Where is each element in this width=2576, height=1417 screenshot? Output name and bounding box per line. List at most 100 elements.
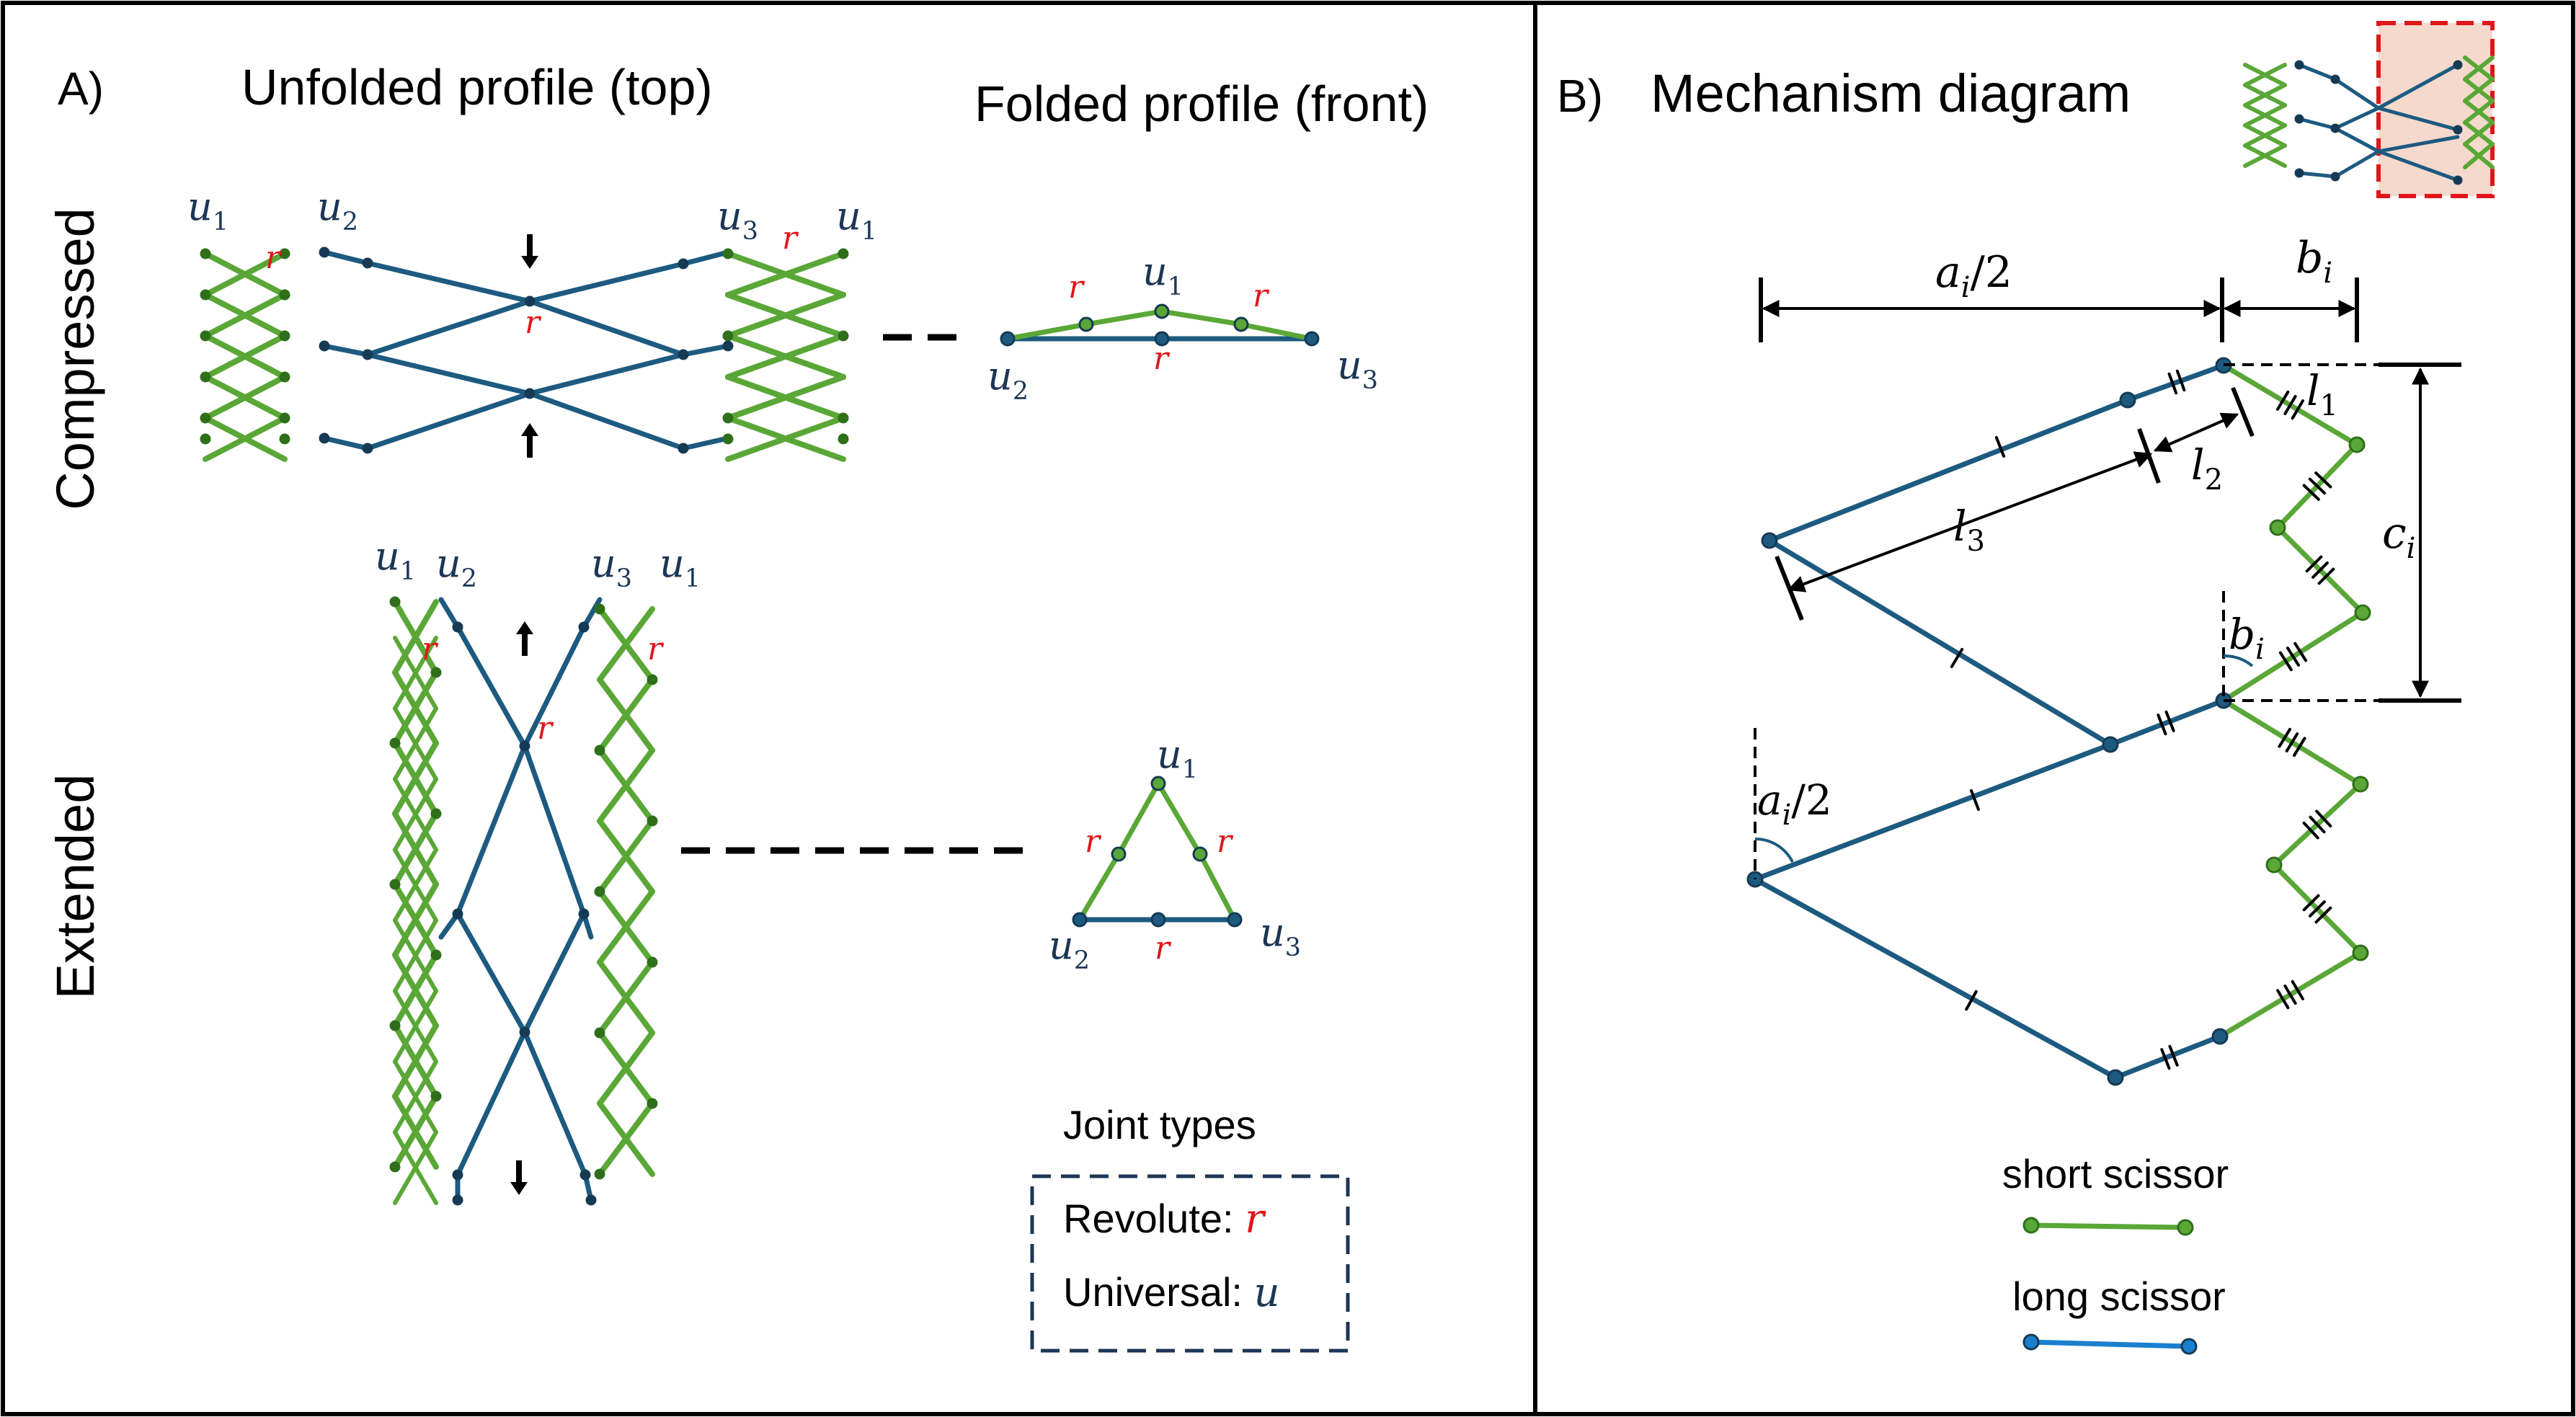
joint: [279, 433, 290, 445]
thumb-green-link: [2243, 123, 2287, 148]
joint: [279, 330, 290, 342]
angle-a-arc: [1754, 837, 1794, 863]
label-u1: u1: [375, 533, 416, 586]
tick-triple: [2283, 984, 2297, 1005]
tick-triple: [2293, 641, 2308, 662]
joint: [362, 349, 373, 360]
thumb-blue-link: [2297, 117, 2337, 130]
label-u2: u2: [1049, 923, 1090, 975]
extend-arrow-down: [510, 1160, 528, 1195]
tick-triple: [2291, 980, 2304, 1000]
joint: [594, 886, 605, 897]
green-link: [203, 292, 288, 339]
blue-link: [680, 249, 731, 267]
joint: [519, 740, 530, 752]
green-link: [1197, 851, 1238, 923]
long-scissor-sample-line: [2028, 1339, 2192, 1349]
green-link: [597, 1030, 655, 1106]
joint: [578, 621, 590, 633]
label-u2: u2: [317, 184, 358, 236]
tick-triple: [2283, 394, 2297, 416]
mechanism-thumbnail: [2243, 21, 2495, 198]
thumb-green-link: [2243, 63, 2287, 87]
label-u3: u3: [1337, 342, 1378, 395]
mechanism-diagram-title: Mechanism diagram: [1651, 63, 2131, 123]
tick-double: [2160, 1048, 2171, 1070]
joint-u2: [1072, 912, 1088, 928]
tick-double: [2168, 1044, 2179, 1067]
thumb-blue-link: [2333, 149, 2381, 179]
green-link: [1159, 308, 1244, 327]
legend-short-scissor: short scissor: [2002, 1151, 2229, 1196]
blue-link: [522, 911, 587, 1035]
mechanism-linkage: [1746, 357, 2371, 1086]
blue-link: [455, 911, 528, 1035]
unfolded-profile-title: Unfolded profile (top): [241, 59, 713, 115]
compress-arrow-down: [521, 234, 538, 269]
joint-types-title: Joint types: [1063, 1102, 1256, 1147]
panel-b-letter: B): [1557, 70, 1603, 122]
thumb-blue-link: [2297, 171, 2337, 179]
joint: [452, 1169, 463, 1181]
joint: [578, 908, 590, 920]
legend-universal: Universal: u: [1063, 1269, 1280, 1316]
tick-triple: [2278, 727, 2292, 748]
compress-arrow-up: [521, 423, 538, 458]
green-link: [725, 333, 846, 380]
dim-b-label: bi: [2296, 233, 2332, 290]
long-scissor: [2125, 363, 2226, 403]
joint: [279, 289, 290, 301]
label-r: r: [525, 304, 542, 341]
label-u3: u3: [1260, 910, 1301, 962]
thumb-green-link: [2463, 99, 2495, 125]
green-link: [1005, 321, 1089, 342]
thumb-joint: [2453, 60, 2463, 70]
angle-b-arc: [2223, 654, 2254, 667]
green-link: [393, 848, 438, 923]
green-link: [597, 889, 655, 965]
short-joint: [2352, 944, 2369, 961]
joint: [722, 412, 734, 424]
green-link: [203, 415, 288, 462]
compressed-unfolded-diagram: u1 u2 u3 u1 r r r: [187, 184, 877, 462]
row-label-extended: Extended: [45, 774, 105, 1000]
green-link: [393, 1060, 438, 1134]
joint-r: [1078, 316, 1094, 332]
thumb-green-link: [2463, 142, 2495, 169]
joint: [594, 603, 605, 615]
thumb-blue-link: [2333, 126, 2381, 154]
long-scissor: [2108, 698, 2226, 747]
green-link: [203, 251, 288, 298]
short-joint: [2265, 856, 2283, 874]
long-scissor: [1752, 876, 2118, 1080]
joint-u1: [1154, 303, 1170, 319]
green-link: [725, 374, 846, 421]
joint: [319, 340, 330, 352]
green-link: [392, 740, 439, 817]
joint: [200, 248, 211, 259]
dim-c-label: ci: [2382, 508, 2415, 565]
green-link: [392, 811, 439, 887]
joint: [585, 1194, 597, 1206]
label-r: r: [422, 631, 439, 667]
thumb-green-link: [2243, 103, 2287, 128]
blue-link: [522, 743, 587, 917]
short-joint: [2269, 519, 2286, 536]
blue-link: [522, 1029, 588, 1178]
joint-u3: [1227, 912, 1243, 928]
joint: [452, 1194, 463, 1206]
thumb-blue-link: [2333, 77, 2381, 110]
green-link: [597, 677, 655, 753]
tick-double: [2175, 369, 2186, 392]
dim-l2-tick-right: [2231, 386, 2255, 437]
green-link: [725, 292, 846, 339]
joint: [200, 412, 211, 424]
extend-arrow-up: [516, 621, 533, 656]
label-u1: u1: [659, 541, 701, 593]
joint: [594, 745, 605, 756]
blue-link: [680, 343, 731, 357]
joint: [678, 349, 689, 360]
tick-triple: [2302, 484, 2320, 501]
dim-l2-label: l2: [2191, 440, 2223, 497]
